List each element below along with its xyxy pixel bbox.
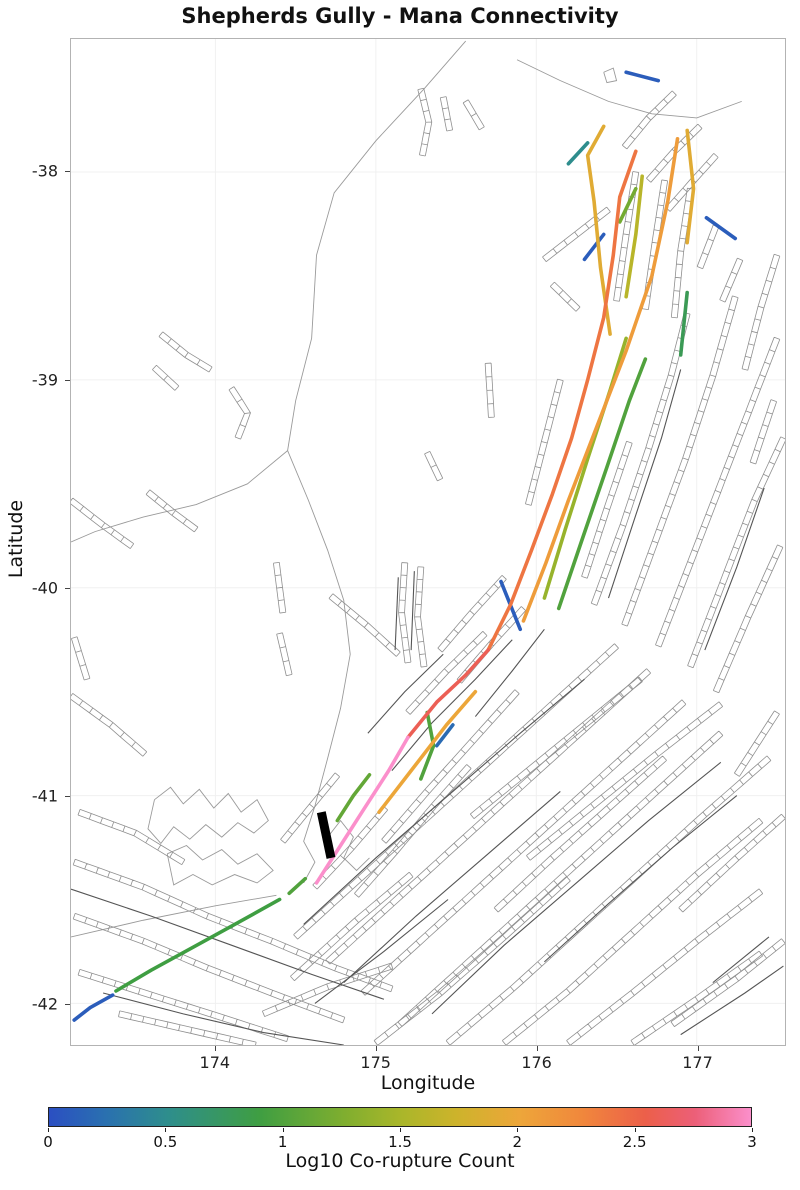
y-axis-ticks: -38 -39 -40 -41 -42 <box>0 38 70 1046</box>
colorbar-tick-label: 2 <box>512 1133 523 1151</box>
colorbar-tick-mark <box>165 1128 167 1132</box>
x-axis-ticks: 174 175 176 177 <box>70 1046 786 1076</box>
figure-title: Shepherds Gully - Mana Connectivity <box>181 4 619 28</box>
y-tick-label: -41 <box>31 786 58 806</box>
x-tick-label: 174 <box>199 1053 231 1072</box>
y-tick-label: -39 <box>31 370 58 390</box>
x-tick-label: 177 <box>682 1053 713 1072</box>
y-tick-mark <box>65 171 70 173</box>
colorbar-tick-label: 2.5 <box>622 1133 647 1151</box>
fault-map-svg <box>71 39 785 1045</box>
colorbar-tick-label: 1.5 <box>388 1133 412 1151</box>
colorbar-ticks: 0 0.5 1 1.5 2 2.5 3 <box>43 1128 757 1154</box>
colorbar-label: Log10 Co-rupture Count <box>285 1150 515 1172</box>
x-tick-mark <box>375 1046 377 1051</box>
x-tick-mark <box>697 1046 699 1051</box>
colorbar-tick-mark <box>752 1128 753 1132</box>
colorbar-tick-mark <box>282 1128 284 1132</box>
map-plot-area <box>70 38 786 1046</box>
x-tick-mark <box>214 1046 216 1051</box>
y-tick-label: -38 <box>31 161 58 181</box>
colorbar-tick-mark <box>634 1128 636 1132</box>
colorbar-tick-mark <box>400 1128 401 1132</box>
y-tick-mark <box>65 1004 70 1006</box>
y-tick-label: -40 <box>31 578 58 598</box>
x-tick-label: 175 <box>360 1053 391 1072</box>
colorbar-tick-label: 3 <box>747 1133 757 1151</box>
x-tick-label: 176 <box>521 1053 552 1072</box>
y-tick-mark <box>65 379 70 381</box>
colorbar-tick-label: 0 <box>43 1133 53 1151</box>
colorbar-tick-label: 0.5 <box>153 1133 178 1151</box>
y-tick-mark <box>65 796 70 798</box>
colorbar-tick-label: 1 <box>277 1133 288 1151</box>
y-tick-label: -42 <box>31 994 58 1014</box>
x-tick-mark <box>536 1046 538 1051</box>
colorbar-gradient <box>48 1107 752 1127</box>
x-axis-label: Longitude <box>380 1072 476 1094</box>
colorbar-tick-mark <box>517 1128 519 1132</box>
y-tick-mark <box>65 587 70 589</box>
colorbar-tick-mark <box>48 1128 49 1132</box>
